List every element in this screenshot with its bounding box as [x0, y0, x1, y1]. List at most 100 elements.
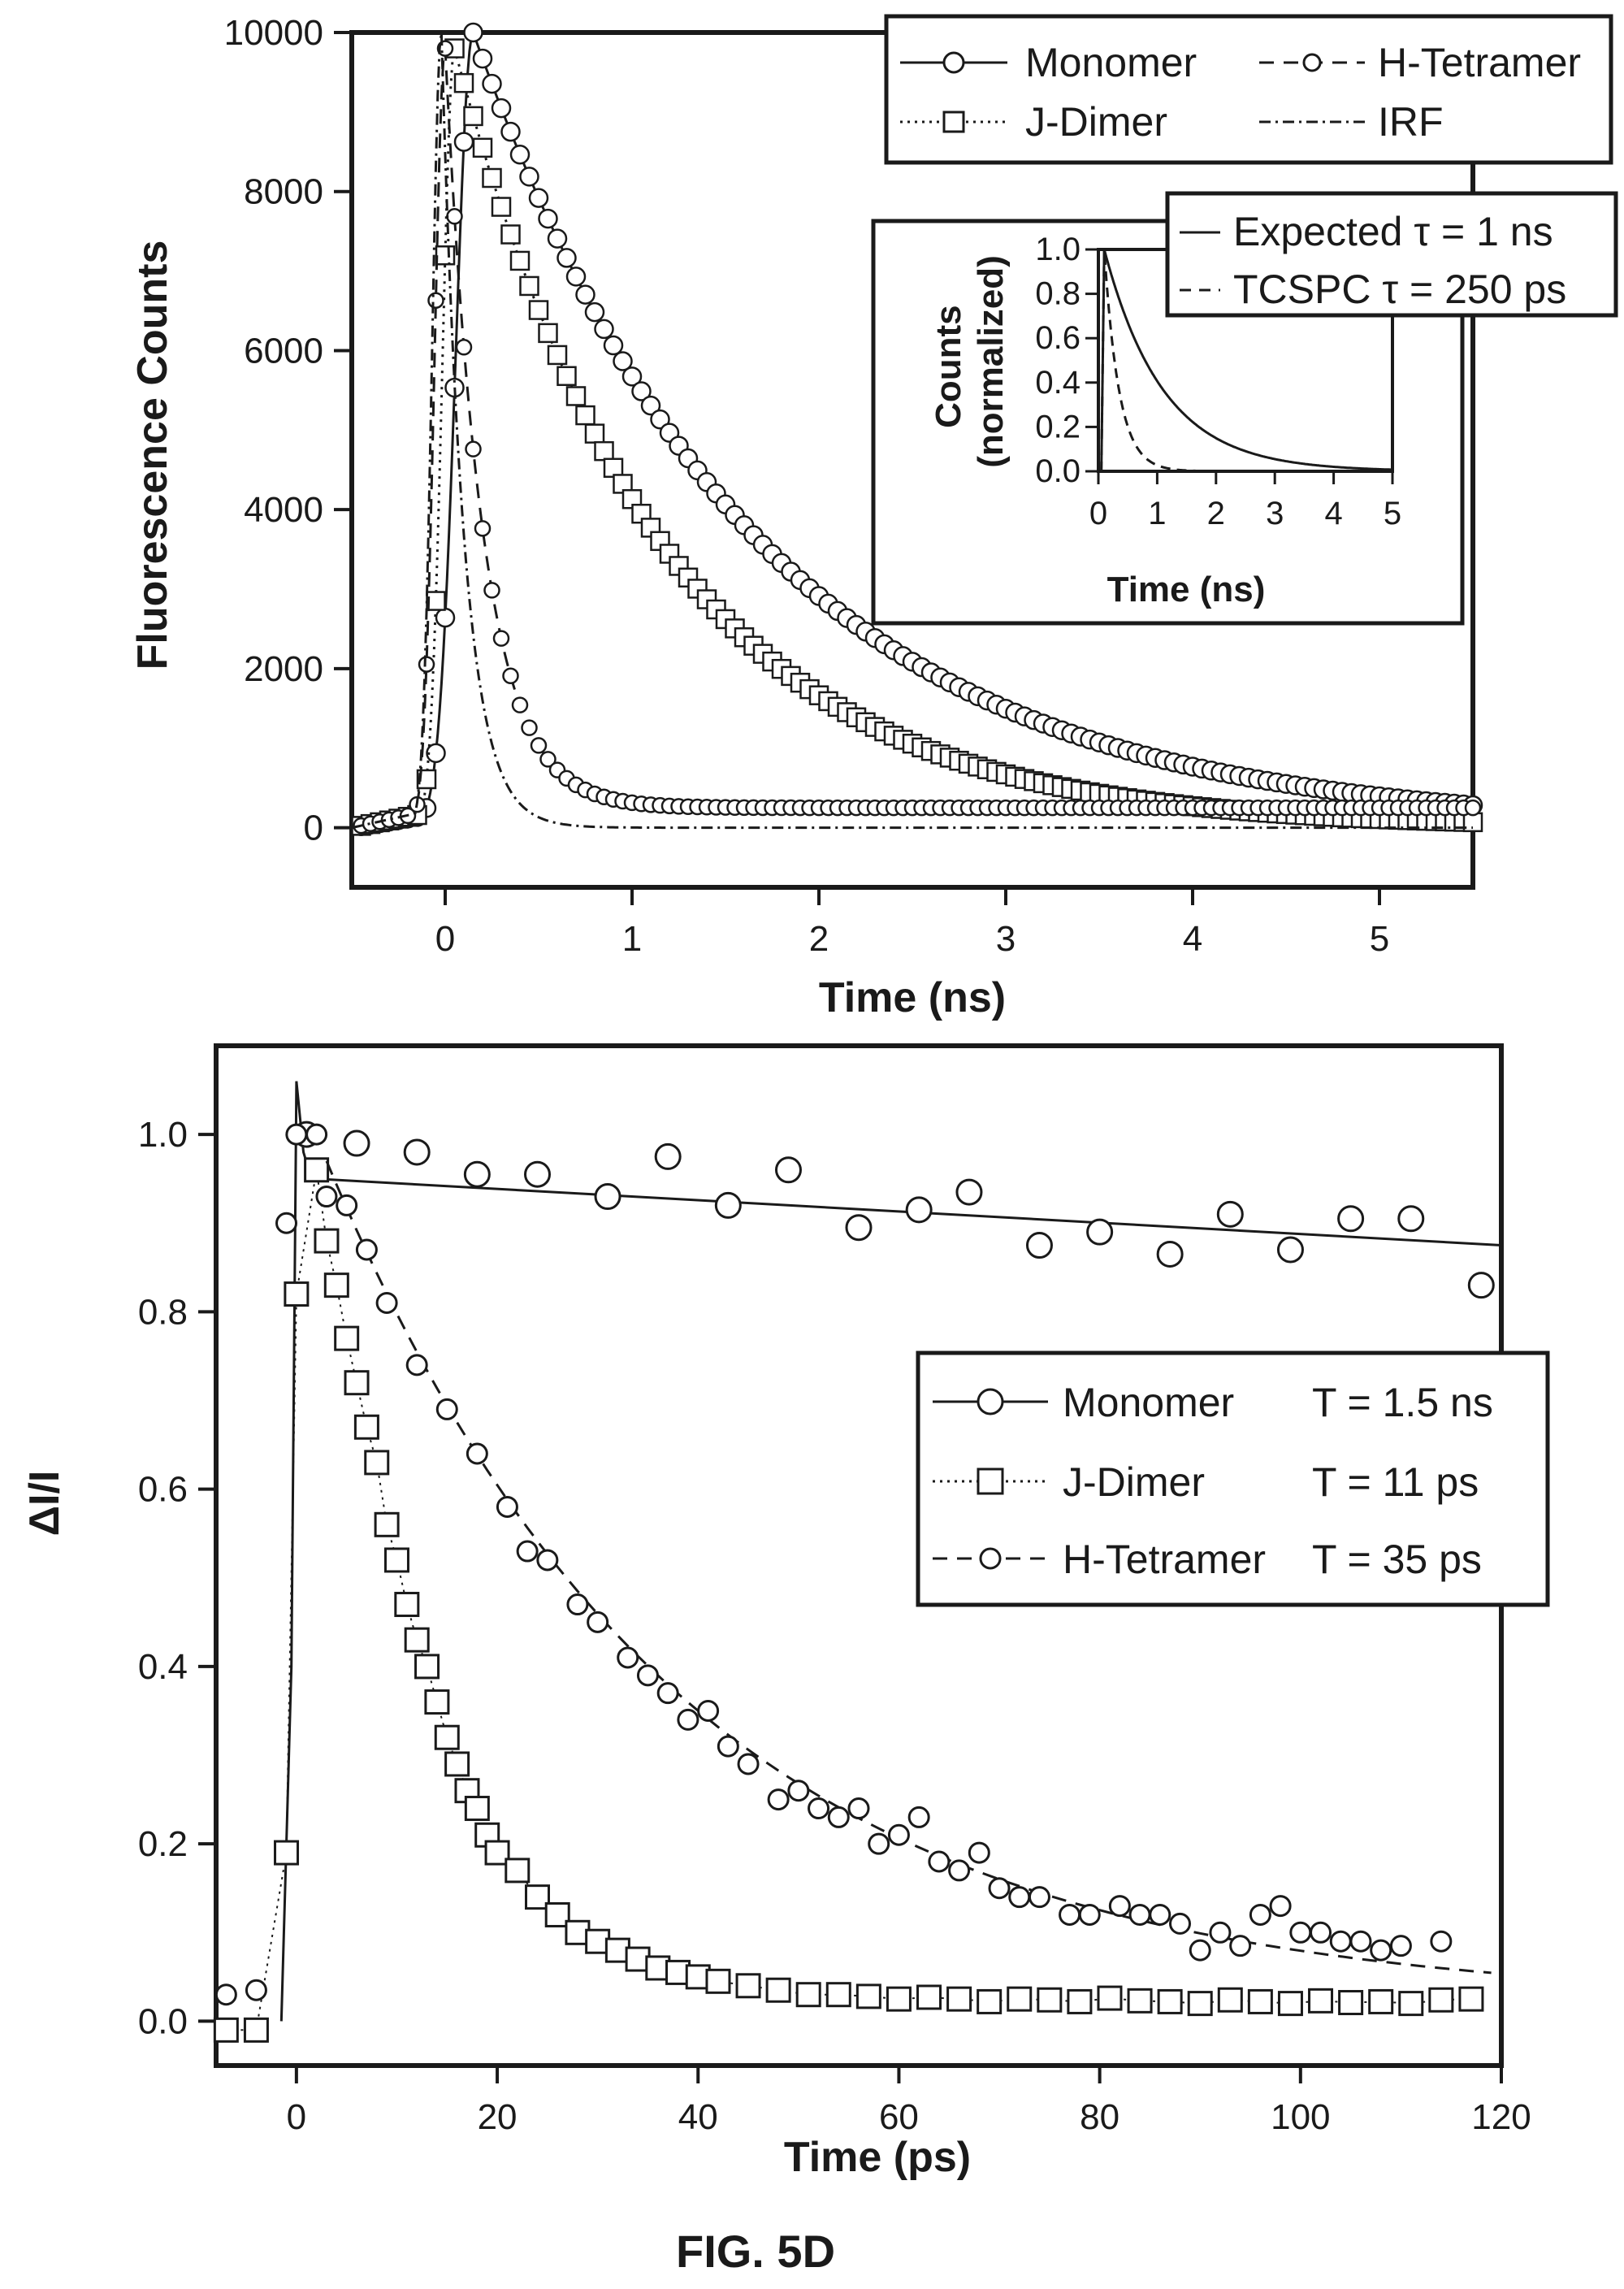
data-point-h-tetramer	[948, 1859, 971, 1882]
inset-x-axis-label: Time (ns)	[1107, 570, 1266, 609]
x-tick-label: 5	[1370, 919, 1389, 959]
legend-box	[884, 14, 1613, 165]
data-point-h-tetramer	[1209, 1921, 1232, 1944]
bottom-y-axis-label: ΔI/I	[21, 1471, 68, 1537]
data-point-j-dimer	[1097, 1985, 1123, 2011]
bottom-x-tick-label: 120	[1471, 2097, 1531, 2137]
data-point-h-tetramer	[988, 1877, 1011, 1900]
data-point-h-tetramer	[1149, 1903, 1171, 1926]
data-point-monomer	[1086, 1218, 1114, 1246]
x-tick-label: 3	[996, 919, 1016, 959]
inset-y-tick-label: 0.8	[1035, 276, 1081, 312]
data-point-h-tetramer	[435, 1398, 458, 1420]
data-point-j-dimer	[243, 2017, 269, 2043]
data-point-h-tetramer	[868, 1832, 890, 1855]
data-point-j-dimer	[444, 1751, 470, 1777]
y-tick-label: 4000	[244, 490, 323, 530]
inset-y-label-line2: (normalized)	[971, 255, 1011, 468]
data-point-monomer	[613, 351, 633, 371]
bottom-series-layer	[213, 1081, 1502, 2043]
data-point-h-tetramer	[566, 1593, 589, 1616]
data-point-monomer	[640, 395, 661, 416]
bottom-y-tick-label: 0.0	[138, 2001, 188, 2041]
fluorescence-decay-chart: 0 1 2 3 4 5 0 2000 4000 6000 8000 10000 Time (ns) F…	[129, 13, 1618, 1021]
data-point-j-dimer	[575, 405, 595, 426]
inset-x-tick-label: 0	[1089, 496, 1107, 531]
data-point-monomer	[1397, 1205, 1425, 1233]
y-tick-label: 0	[304, 809, 323, 848]
data-point-j-dimer	[735, 1973, 761, 1999]
figure-label: FIG. 5D	[676, 2226, 835, 2277]
data-point-h-tetramer	[1349, 1930, 1372, 1953]
data-point-j-dimer	[705, 1968, 731, 1994]
inset-y-tick-label: 1.0	[1035, 232, 1081, 267]
data-point-h-tetramer	[355, 1238, 378, 1261]
data-point-h-tetramer	[427, 292, 444, 309]
data-point-j-dimer	[500, 224, 521, 245]
bottom-y-tick-label: 0.8	[138, 1292, 188, 1332]
data-point-j-dimer	[1277, 1991, 1303, 2017]
data-point-h-tetramer	[465, 440, 482, 457]
data-point-h-tetramer	[536, 1549, 559, 1572]
bottom-x-tick-label: 40	[678, 2097, 718, 2137]
legend-item-irf: IRF	[1259, 99, 1444, 145]
data-point-j-dimer	[1398, 1991, 1424, 2017]
data-point-h-tetramer	[1269, 1895, 1292, 1918]
data-point-j-dimer	[1067, 1988, 1093, 2014]
bottom-y-tick-label: 0.6	[138, 1470, 188, 1510]
bottom-x-axis-label: Time (ps)	[784, 2134, 971, 2181]
data-point-monomer	[1467, 1272, 1495, 1299]
inset-legend-box	[1165, 191, 1618, 318]
data-point-j-dimer	[424, 1689, 450, 1715]
y-axis-label: Fluorescence Counts	[129, 241, 176, 670]
data-point-monomer	[426, 743, 446, 764]
data-point-h-tetramer	[827, 1806, 850, 1828]
legend-marker-small-circle	[1302, 53, 1322, 72]
data-point-monomer	[491, 98, 512, 119]
data-point-j-dimer	[886, 1986, 912, 2012]
data-point-h-tetramer	[530, 737, 548, 754]
x-axis-label: Time (ns)	[819, 974, 1006, 1021]
data-point-h-tetramer	[1249, 1903, 1271, 1926]
data-point-j-dimer	[374, 1511, 400, 1537]
data-point-h-tetramer	[1389, 1935, 1412, 1957]
data-point-monomer	[519, 167, 539, 187]
data-point-h-tetramer	[336, 1194, 358, 1216]
data-point-j-dimer	[795, 1982, 821, 2008]
data-point-h-tetramer	[1229, 1935, 1252, 1957]
data-point-monomer	[594, 1183, 621, 1211]
data-point-j-dimer	[464, 1796, 490, 1822]
bottom-y-tick-label: 0.4	[138, 1647, 188, 1687]
data-point-h-tetramer	[521, 719, 538, 736]
data-point-h-tetramer	[1189, 1939, 1211, 1962]
data-point-h-tetramer	[1430, 1930, 1453, 1953]
inset-legend: Expected τ = 1 ns TCSPC τ = 250 ps	[1165, 191, 1618, 318]
legend-item-j-dimer: J-Dimer	[900, 99, 1167, 145]
data-point-j-dimer	[1007, 1986, 1033, 2012]
data-point-h-tetramer	[887, 1823, 910, 1846]
data-point-j-dimer	[334, 1325, 360, 1351]
bottom-legend-lifetime-h-tetramer: T = 35 ps	[1312, 1537, 1482, 1582]
data-point-h-tetramer	[1008, 1886, 1031, 1909]
data-point-h-tetramer	[492, 630, 510, 647]
data-point-j-dimer	[274, 1840, 300, 1866]
data-point-j-dimer	[594, 440, 614, 462]
data-point-j-dimer	[435, 245, 456, 266]
data-point-monomer	[654, 1142, 682, 1170]
inset-x-tick-label: 3	[1266, 496, 1284, 531]
data-point-j-dimer	[453, 72, 474, 93]
inset-series-line	[1100, 249, 1393, 472]
data-point-monomer	[1156, 1240, 1184, 1268]
data-point-j-dimer	[394, 1592, 420, 1618]
y-tick-label: 6000	[244, 331, 323, 371]
x-tick-label: 4	[1183, 919, 1202, 959]
data-point-h-tetramer	[1464, 799, 1482, 817]
bottom-legend-lifetime-j-dimer: T = 11 ps	[1312, 1459, 1479, 1505]
data-point-j-dimer	[825, 1982, 851, 2008]
legend-item-h-tetramer: H-Tetramer	[1259, 40, 1581, 85]
inset-y-tick-label: 0.4	[1035, 365, 1081, 401]
data-point-h-tetramer	[405, 1354, 428, 1376]
data-point-monomer	[556, 248, 577, 268]
legend-marker-circle	[942, 51, 965, 74]
